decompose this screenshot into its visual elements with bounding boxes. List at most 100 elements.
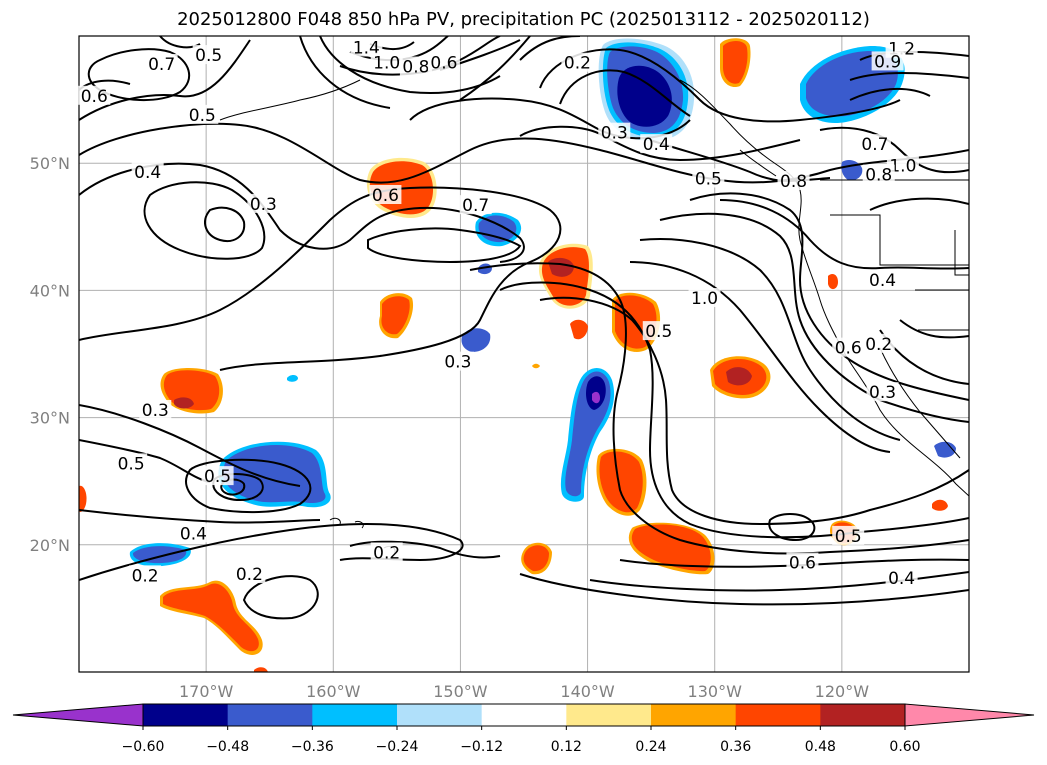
contour-label: 0.3	[142, 401, 169, 421]
contour-label: 0.9	[874, 52, 901, 72]
contour-label-bg	[201, 466, 234, 486]
colorbar-tick-label: −0.36	[291, 739, 334, 755]
colorbar-segment	[481, 704, 567, 726]
contour-label: 1.0	[691, 289, 718, 309]
coastline	[739, 149, 777, 177]
pv-contour	[539, 48, 901, 123]
precip-negative-region	[132, 546, 187, 564]
pv-contour	[185, 458, 312, 514]
map-title: 2025012800 F048 850 hPa PV, precipitatio…	[177, 9, 870, 30]
contour-label: 0.2	[236, 565, 263, 585]
contour-label: 0.5	[835, 527, 862, 547]
contour-label-bg	[192, 45, 225, 65]
colorbar-segment	[651, 704, 737, 726]
precip-positive-region	[532, 363, 540, 369]
contour-label-bg	[866, 382, 899, 402]
contour-label: 0.5	[195, 46, 222, 66]
precip-negative-region	[592, 391, 600, 404]
contour-label-bg	[247, 193, 280, 213]
contour-label-bg	[832, 337, 865, 357]
lat-tick-label: 40°N	[30, 281, 70, 300]
pv-contour	[629, 261, 891, 453]
contour-label-bg	[370, 542, 403, 562]
precip-positive-region	[548, 257, 574, 277]
contour-label: 0.7	[462, 196, 489, 216]
pv-contour	[768, 513, 816, 542]
pv-contour	[559, 69, 691, 117]
contour-label-bg	[441, 351, 474, 371]
contour-label: 0.3	[869, 383, 896, 403]
contour-label: 0.8	[402, 58, 429, 78]
contour-label-bg	[131, 162, 164, 182]
pv-contour	[79, 162, 525, 263]
contour-label: 0.6	[372, 186, 399, 206]
contour-label-bg	[459, 195, 492, 215]
colorbar: −0.60 −0.48 −0.36 −0.24 −0.12 0.12 0.24 0.36 0.4…	[12, 703, 1035, 755]
contour-label-bg	[862, 164, 895, 184]
colorbar-segment	[820, 704, 906, 726]
contour-label: 1.0	[373, 54, 400, 74]
contour-label: 1.0	[889, 157, 916, 177]
contour-label: 0.5	[118, 454, 145, 474]
pv-contour	[689, 192, 969, 401]
pv-contour	[79, 122, 969, 184]
colorbar-segment	[397, 704, 483, 726]
contour-label: 0.4	[888, 569, 915, 589]
latitude-axis: 50°N 40°N 30°N 20°N	[30, 154, 70, 555]
precip-positive-region	[79, 485, 87, 512]
contour-label: 0.3	[444, 353, 471, 373]
pv-contour	[299, 36, 391, 109]
contour-label: 0.4	[180, 524, 207, 544]
contour-label: 0.7	[861, 135, 888, 155]
colorbar-outline	[142, 703, 906, 727]
pv-contour	[469, 262, 969, 555]
precip-positive-region	[723, 40, 748, 84]
contour-label-bg	[350, 37, 383, 57]
colorbar-tick-label: 0.36	[720, 739, 751, 755]
pv-contour	[79, 509, 321, 524]
pv-contour	[539, 296, 969, 526]
coastline	[879, 347, 961, 459]
contour-label-bg	[871, 51, 904, 71]
precip-positive-region	[828, 274, 838, 290]
coastline	[354, 521, 364, 529]
lon-tick-label: 170°W	[179, 682, 234, 701]
pv-contour	[79, 439, 211, 483]
map-frame	[78, 35, 970, 673]
lon-tick-label: 120°W	[815, 682, 870, 701]
colorbar-segment	[143, 704, 229, 726]
pv-contour	[367, 227, 522, 264]
coastline	[329, 517, 341, 525]
lat-tick-label: 20°N	[30, 536, 70, 555]
precip-negative-region	[617, 65, 672, 127]
contour-label: 0.6	[835, 339, 862, 359]
contour-label: 0.4	[869, 271, 896, 291]
lat-tick-label: 30°N	[30, 409, 70, 428]
contour-label: 0.6	[789, 554, 816, 574]
contour-label-bg	[177, 523, 210, 543]
colorbar-extend-low	[12, 703, 144, 727]
lon-tick-label: 160°W	[306, 682, 361, 701]
contour-label-bg	[399, 56, 432, 76]
colorbar-tick-label: 0.12	[551, 739, 582, 755]
contour-label-layer: 0.50.7 0.50.60.40.3 0.60.70.20.30.40.5 0.81…	[78, 37, 919, 589]
coastline	[954, 230, 969, 276]
contour-label-bg	[866, 270, 899, 290]
pv-contour	[204, 206, 246, 242]
precip-positive-region	[726, 367, 752, 386]
contour-label-bg	[862, 333, 895, 353]
contour-label-bg	[885, 567, 918, 587]
contour-label-bg	[642, 321, 675, 341]
pv-contour	[899, 319, 969, 339]
contour-label-bg	[139, 399, 172, 419]
precip-positive-region	[631, 524, 711, 572]
pv-contour	[639, 238, 901, 441]
colorbar-tick-label: −0.48	[206, 739, 249, 755]
pv-contour	[79, 186, 562, 371]
pv-contour	[459, 36, 531, 101]
contour-label-bg	[561, 52, 594, 72]
precip-positive-region	[174, 397, 194, 409]
pv-contour-layer	[79, 36, 969, 620]
pv-contour	[849, 88, 931, 101]
